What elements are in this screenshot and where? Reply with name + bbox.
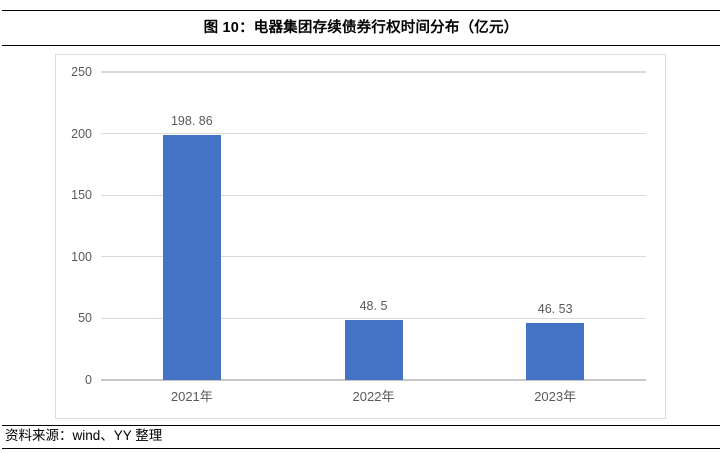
top-divider <box>2 9 720 12</box>
bar-2021年 <box>162 135 221 380</box>
x-axis-category-label: 2022年 <box>352 389 395 404</box>
gridline <box>101 71 646 73</box>
bottom-divider <box>2 447 720 449</box>
bar-2023年 <box>526 322 585 380</box>
y-tick-label: 250 <box>71 65 92 79</box>
y-tick-label: 150 <box>71 188 92 203</box>
y-tick-label: 200 <box>71 126 92 141</box>
figure-title: 图 10：电器集团存续债券行权时间分布（亿元） <box>203 20 519 36</box>
gridline <box>101 256 646 258</box>
chart-frame: 0 50 100 150 200 250 198. 86 2021年 48. 5 2022年 46.… <box>55 54 666 419</box>
bar-2022年 <box>344 320 403 380</box>
gridline <box>101 194 646 196</box>
source-divider <box>2 424 720 427</box>
bar-value-label: 46. 53 <box>537 301 573 316</box>
bar-value-label: 48. 5 <box>359 299 388 314</box>
gridline <box>101 133 646 135</box>
bar-value-label: 198. 86 <box>170 114 213 128</box>
title-divider <box>2 44 720 47</box>
y-tick-label: 50 <box>78 311 92 326</box>
y-tick-label: 100 <box>71 249 92 264</box>
y-tick-label: 0 <box>85 373 92 387</box>
x-axis-category-label: 2021年 <box>170 389 213 404</box>
x-axis-category-label: 2023年 <box>534 389 577 404</box>
gridline <box>101 317 646 319</box>
source-note: 资料来源：wind、YY 整理 <box>5 428 163 443</box>
x-axis-line <box>101 379 646 381</box>
